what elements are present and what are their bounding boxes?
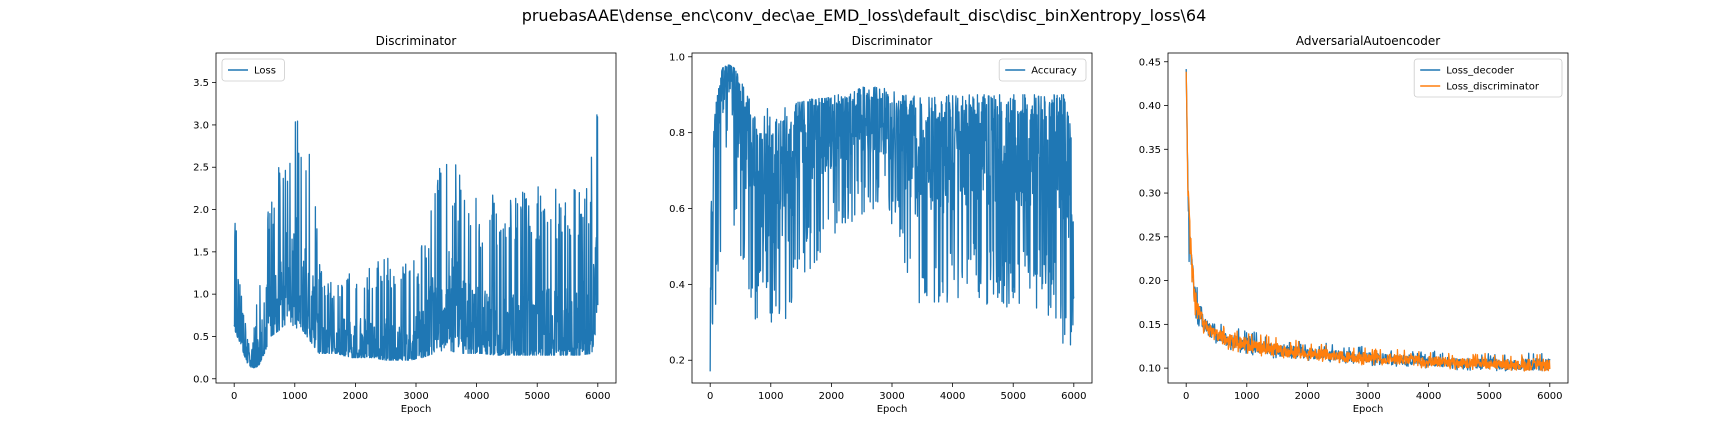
x-tick-label: 3000	[403, 391, 428, 402]
series-line-accuracy	[709, 64, 1075, 372]
legend-label: Loss	[254, 66, 276, 77]
x-axis-label: Epoch	[401, 404, 432, 415]
x-tick-label: 1000	[758, 391, 783, 402]
legend-label: Accuracy	[1031, 66, 1077, 77]
x-tick-label: 6000	[1061, 391, 1086, 402]
series-line-loss-discriminator	[1185, 71, 1551, 372]
y-tick-label: 0.20	[1139, 276, 1161, 287]
y-tick-label: 0.0	[193, 374, 209, 385]
y-tick-label: 0.5	[193, 332, 209, 343]
y-tick-label: 0.2	[669, 356, 685, 367]
x-tick-label: 5000	[1476, 391, 1501, 402]
x-tick-label: 1000	[282, 391, 307, 402]
series-line-loss-decoder	[1185, 69, 1551, 372]
panel-accuracy: Discriminator 0 1000 2000 3000 4000 5000 6000 0.…	[669, 34, 1093, 415]
y-tick-label: 0.10	[1139, 364, 1161, 375]
x-tick-label: 4000	[940, 391, 965, 402]
x-tick-label: 4000	[464, 391, 489, 402]
series-line-loss	[233, 114, 599, 369]
legend: Loss_decoder Loss_discriminator	[1413, 58, 1563, 98]
chart-title: AdversarialAutoencoder	[1296, 34, 1440, 48]
x-tick-label: 2000	[819, 391, 844, 402]
y-tick-label: 0.45	[1139, 57, 1161, 68]
figure-title: pruebasAAE\dense_enc\conv_dec\ae_EMD_los…	[521, 6, 1207, 25]
x-axis-label: Epoch	[877, 404, 908, 415]
y-tick-label: 3.5	[193, 78, 209, 89]
x-tick-label: 4000	[1416, 391, 1441, 402]
x-tick-label: 2000	[1295, 391, 1320, 402]
axes-frame	[1167, 52, 1569, 384]
x-axis-label: Epoch	[1353, 404, 1384, 415]
y-tick-label: 0.40	[1139, 101, 1161, 112]
panel-loss: Discriminator 0 1000 2000 3000 4000 5000 6000 0.…	[193, 34, 617, 415]
legend: Accuracy	[998, 58, 1087, 82]
panel-adversarial-autoencoder: AdversarialAutoencoder 0 1000 2000 3000 4000 5…	[1139, 34, 1569, 415]
x-tick-label: 3000	[879, 391, 904, 402]
y-tick-label: 0.8	[669, 128, 685, 139]
y-tick-label: 0.35	[1139, 145, 1161, 156]
legend-box	[1413, 58, 1563, 98]
x-tick-label: 1000	[1234, 391, 1259, 402]
x-tick-label: 6000	[1537, 391, 1562, 402]
x-tick-label: 3000	[1355, 391, 1380, 402]
y-tick-label: 0.6	[669, 204, 685, 215]
y-tick-label: 1.5	[193, 247, 209, 258]
x-tick-label: 0	[1183, 391, 1189, 402]
y-tick-label: 0.4	[669, 280, 685, 291]
y-tick-label: 0.30	[1139, 189, 1161, 200]
legend-box	[998, 58, 1087, 82]
y-tick-label: 2.5	[193, 163, 209, 174]
legend-label: Loss_decoder	[1446, 66, 1515, 77]
y-tick-label: 1.0	[669, 52, 685, 63]
legend-box	[221, 58, 285, 82]
chart-title: Discriminator	[852, 34, 933, 48]
x-tick-label: 0	[231, 391, 237, 402]
legend-label: Loss_discriminator	[1446, 82, 1540, 93]
x-tick-label: 0	[707, 391, 713, 402]
x-tick-label: 2000	[343, 391, 368, 402]
y-tick-label: 2.0	[193, 205, 209, 216]
x-tick-label: 5000	[1000, 391, 1025, 402]
legend: Loss	[221, 58, 285, 82]
y-tick-label: 0.15	[1139, 320, 1161, 331]
x-tick-label: 6000	[585, 391, 610, 402]
y-tick-label: 3.0	[193, 120, 209, 131]
y-tick-label: 0.25	[1139, 232, 1161, 243]
chart-title: Discriminator	[376, 34, 457, 48]
x-tick-label: 5000	[524, 391, 549, 402]
y-tick-label: 1.0	[193, 290, 209, 301]
